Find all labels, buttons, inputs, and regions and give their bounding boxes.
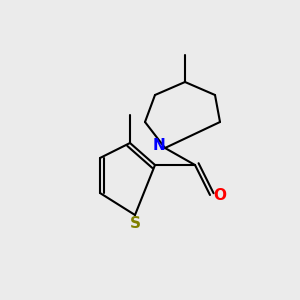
Text: O: O (214, 188, 226, 202)
Text: S: S (130, 215, 140, 230)
Text: N: N (153, 139, 165, 154)
